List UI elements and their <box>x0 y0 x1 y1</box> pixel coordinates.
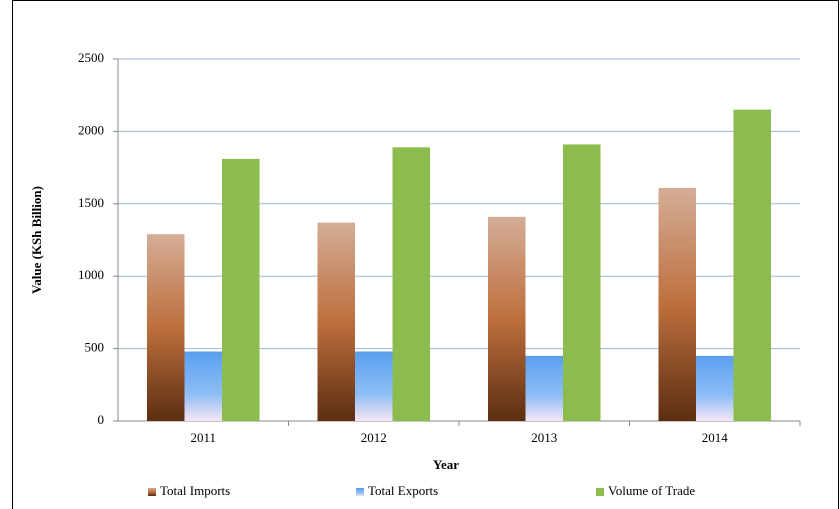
y-tick-label: 2500 <box>78 50 104 65</box>
bar <box>563 144 601 421</box>
bar <box>525 355 564 421</box>
x-tick-label: 2014 <box>702 430 729 445</box>
y-tick-label: 500 <box>85 340 105 355</box>
bar <box>222 158 260 422</box>
legend-swatch <box>148 488 156 496</box>
legend-label: Volume of Trade <box>608 483 695 498</box>
x-tick-label: 2011 <box>190 430 216 445</box>
bar <box>658 187 696 421</box>
x-tick-label: 2012 <box>361 430 387 445</box>
legend-label: Total Exports <box>368 483 438 498</box>
y-tick-label: 1500 <box>78 195 104 210</box>
bar <box>695 355 734 421</box>
y-tick-label: 0 <box>98 412 105 427</box>
legend-label: Total Imports <box>160 483 230 498</box>
y-tick-label: 1000 <box>78 267 104 282</box>
bar <box>184 351 223 421</box>
legend-swatch <box>356 488 364 496</box>
y-tick-label: 2000 <box>78 122 104 137</box>
bar <box>487 216 526 421</box>
x-tick-label: 2013 <box>531 430 557 445</box>
bar <box>146 234 185 421</box>
legend-swatch <box>596 488 604 496</box>
bar <box>392 147 431 421</box>
bar <box>354 351 393 421</box>
y-axis-label: Value (KSh Billion) <box>29 186 44 294</box>
bar <box>733 109 772 422</box>
bar <box>317 222 355 421</box>
x-axis-label: Year <box>433 457 459 472</box>
